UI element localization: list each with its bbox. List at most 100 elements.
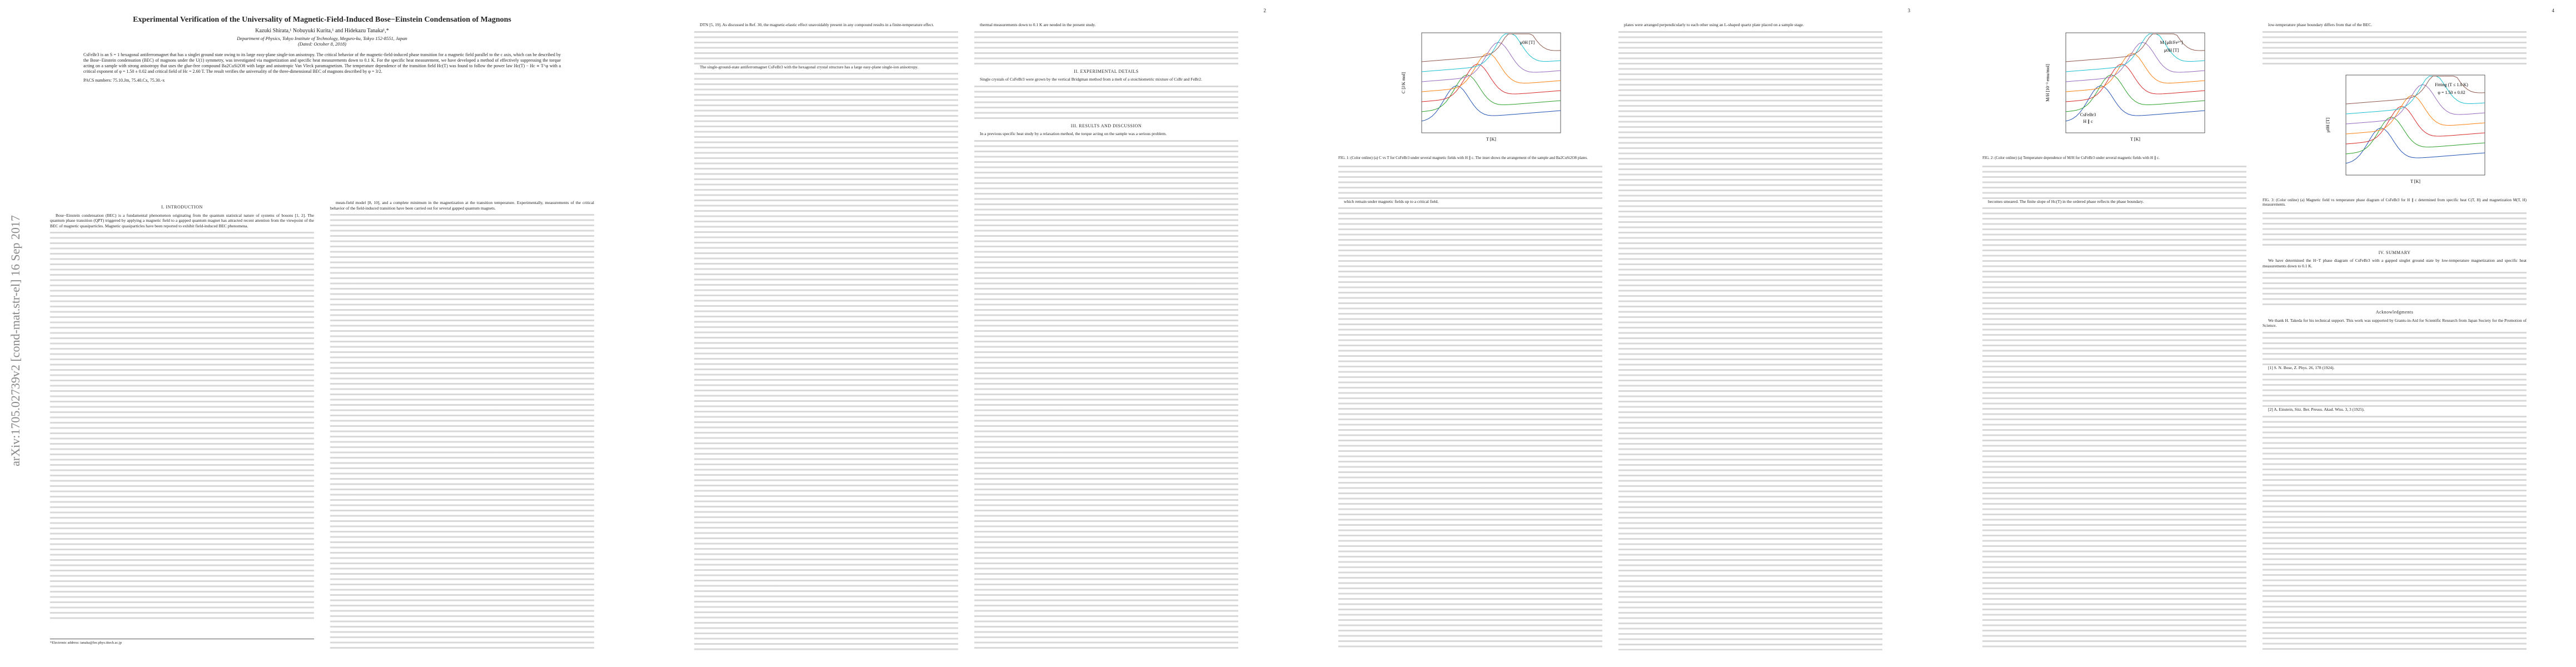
text-lines	[1338, 165, 1602, 199]
paper-page: arXiv:1705.02739v2 [cond-mat.str-el] 16 …	[0, 0, 644, 667]
decor-curve	[2065, 33, 2205, 72]
decor-curve	[1421, 33, 1561, 62]
text-column: DTN [5, 19]. As discussed in Ref. 30, th…	[694, 22, 958, 650]
text-lines	[974, 140, 1238, 650]
text-lines	[974, 85, 1238, 119]
decor-curve	[1421, 42, 1561, 82]
decor-curve	[1421, 63, 1561, 102]
text-column: thermal measurements down to 0.1 K are n…	[974, 22, 1238, 650]
text-lines	[2263, 331, 2527, 365]
figure: μ0H [T] T [K] Fitting (T ≤ 1.0 K) φ = 1.50 …	[2325, 74, 2485, 184]
decor-curve	[2345, 105, 2485, 144]
paragraph: Single crystals of CsFeBr3 were grown by…	[980, 77, 1202, 82]
text-lines	[694, 73, 958, 650]
paragraph: low-temperature phase boundary differs f…	[2268, 22, 2373, 27]
paragraph: We have determined the H−T phase diagram…	[2263, 258, 2527, 268]
figure-caption: FIG. 1: (Color online) (a) C vs T for Cs…	[1338, 156, 1588, 160]
page-number: 3	[1907, 8, 1911, 13]
text-column: M/H [10⁻³ emu/mol] T [K] M [μB/Fe³⁺] μ0H [T…	[1982, 22, 2246, 650]
footnotes: *Electronic address: tanaka@lee.phys.tit…	[50, 639, 314, 645]
paragraph: The single-ground-state antiferromagnet …	[700, 64, 919, 69]
paragraph: plates were arranged perpendicularly to …	[1624, 22, 1804, 27]
section-heading: IV. SUMMARY	[2378, 250, 2411, 255]
figure-label: μ0H [T]	[1520, 40, 1535, 45]
figure-label: M/H [10⁻³ emu/mol]	[2045, 64, 2050, 102]
paragraph: mean-field model [8, 10], and a complete…	[330, 200, 594, 211]
paragraph: Bose−Einstein condensation (BEC) is a fu…	[50, 212, 314, 228]
figure-label: T [K]	[2410, 179, 2420, 184]
text-lines	[974, 31, 1238, 64]
figure-label: T [K]	[1486, 137, 1496, 142]
text-lines	[2263, 415, 2527, 650]
section-heading: Acknowledgments	[2375, 310, 2414, 315]
paragraph: [1] S. N. Bose, Z. Phys. 26, 178 (1924).	[2268, 365, 2335, 370]
header: Experimental Verification of the Univers…	[50, 16, 594, 83]
decor-curve	[2065, 33, 2205, 62]
plot-frame	[2065, 32, 2205, 133]
decor-curve	[2065, 85, 2205, 122]
decor-curve	[2065, 74, 2205, 112]
figure: C [J/K mol] T [K] μ0H [T]	[1401, 32, 1561, 142]
paragraph: DTN [5, 19]. As discussed in Ref. 30, th…	[700, 22, 934, 27]
decor-curve	[1421, 33, 1561, 72]
text-lines	[1982, 165, 2246, 199]
text-lines	[2263, 212, 2527, 246]
page-number: 4	[2552, 8, 2555, 13]
text-lines	[1618, 31, 1882, 650]
text-column: I. INTRODUCTION Bose−Einstein condensatio…	[50, 200, 314, 623]
text-column: plates were arranged perpendicularly to …	[1618, 22, 1882, 650]
figure-caption: FIG. 3: (Color online) (a) Magnetic fiel…	[2263, 197, 2527, 207]
section-heading: II. EXPERIMENTAL DETAILS	[1074, 68, 1139, 74]
paragraph: In a previous specific heat study by a r…	[980, 131, 1167, 136]
figure: M/H [10⁻³ emu/mol] T [K] M [μB/Fe³⁺] μ0H [T…	[2045, 32, 2205, 142]
decor-curve	[1421, 85, 1561, 122]
figure-label: μ0H [T]	[2325, 117, 2330, 132]
paragraph: We thank H. Takeda for his technical sup…	[2263, 317, 2527, 328]
date: (Dated: October 8, 2018)	[298, 41, 346, 47]
text-lines	[2263, 374, 2527, 407]
section-heading: I. INTRODUCTION	[161, 205, 203, 210]
paper-page: 3 C [J/K mol] T [K] μ0H [T] FIG. 1: (Color o…	[1288, 0, 1932, 667]
paragraph: becomes smeared. The finite slope of Hc(…	[1988, 198, 2144, 204]
arxiv-sidebar: arXiv:1705.02739v2 [cond-mat.str-el] 16 …	[8, 215, 22, 466]
text-lines	[694, 31, 958, 64]
section-heading: III. RESULTS AND DISCUSSION	[1070, 123, 1142, 128]
figure-label: μ0H [T]	[2164, 48, 2179, 53]
decor-curve	[2345, 76, 2485, 104]
affiliation: Department of Physics, Tokyo Institute o…	[237, 36, 407, 41]
paper-page: 4 M/H [10⁻³ emu/mol] T [K] M [μB/Fe³⁺] μ0H […	[1932, 0, 2576, 667]
decor-curve	[2345, 127, 2485, 163]
figure-label: C [J/K mol]	[1401, 72, 1406, 94]
paper-page: 2 DTN [5, 19]. As discussed in Ref. 30, t…	[644, 0, 1288, 667]
paragraph: thermal measurements down to 0.1 K are n…	[980, 22, 1096, 27]
text-lines	[50, 232, 314, 623]
text-column: mean-field model [8, 10], and a complete…	[330, 200, 594, 650]
page-number: 2	[1263, 8, 1267, 13]
decor-curve	[1421, 74, 1561, 112]
figure-label: Fitting (T ≤ 1.0 K)	[2435, 82, 2468, 87]
figure-label: CsFeBr3	[2080, 112, 2096, 117]
paper-title: Experimental Verification of the Univers…	[133, 16, 511, 24]
text-column: C [J/K mol] T [K] μ0H [T] FIG. 1: (Color on…	[1338, 22, 1602, 650]
decor-curve	[2065, 42, 2205, 82]
abstract: CsFeBr3 is an S = 1 hexagonal antiferrom…	[83, 52, 561, 74]
footnote: *Electronic address: tanaka@lee.phys.tit…	[50, 641, 122, 645]
decor-curve	[2065, 63, 2205, 102]
pacs: PACS numbers: 75.10.Jm, 75.40.Cx, 75.30.…	[83, 78, 165, 83]
text-lines	[2263, 31, 2527, 64]
figure-label: T [K]	[2130, 137, 2140, 142]
text-column: low-temperature phase boundary differs f…	[2263, 22, 2527, 650]
text-lines	[330, 214, 594, 650]
figure-label: H ∥ c	[2083, 119, 2093, 124]
decor-curve	[2345, 83, 2485, 124]
paragraph: [2] A. Einstein, Sitz. Ber. Preuss. Akad…	[2268, 407, 2365, 412]
text-lines	[1982, 207, 2246, 650]
text-lines	[2263, 272, 2527, 305]
authors: Kazuki Shirata,¹ Nobuyuki Kurita,¹ and H…	[255, 28, 389, 34]
figure-label: φ = 1.50 ± 0.02	[2438, 90, 2465, 95]
figure-label: M [μB/Fe³⁺]	[2160, 40, 2183, 45]
plot-frame	[1421, 32, 1561, 133]
text-lines	[1338, 207, 1602, 650]
